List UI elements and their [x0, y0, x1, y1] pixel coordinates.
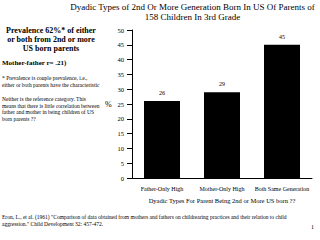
svg-text:45: 45: [118, 41, 125, 48]
svg-text:%: %: [105, 100, 112, 109]
svg-text:5: 5: [121, 160, 124, 167]
svg-text:Dyadic Types For Parent Being: Dyadic Types For Parent Being 2nd or Mor…: [149, 197, 296, 204]
svg-text:0: 0: [121, 175, 124, 182]
html-text:* Prevalence is couple prevale: * Prevalence is couple prevalence, i.e.,…: [2, 75, 100, 88]
svg-text:Father-Only High: Father-Only High: [141, 186, 184, 192]
html-text:Prevalence 62%* of either or b: Prevalence 62%* of either or both from 2…: [6, 26, 96, 53]
svg-text:10: 10: [118, 145, 125, 152]
svg-text:30: 30: [118, 86, 125, 93]
svg-text:Both Same Generation: Both Same Generation: [255, 186, 310, 192]
svg-text:35: 35: [118, 71, 125, 78]
html-text:1: 1: [311, 224, 314, 230]
svg-text:50: 50: [118, 27, 125, 34]
svg-text:20: 20: [118, 115, 125, 122]
html-text:Dyadic Types of 2nd Or More Ge: Dyadic Types of 2nd Or More Generation B…: [70, 2, 315, 22]
svg-text:45: 45: [279, 34, 285, 40]
svg-text:Mother-Only High: Mother-Only High: [199, 186, 244, 192]
html-text:Mother-father r= .21): Mother-father r= .21): [2, 59, 67, 67]
svg-text:29: 29: [219, 81, 225, 87]
svg-text:40: 40: [118, 56, 125, 63]
html-text:Neither is the reference categ: Neither is the reference category. This …: [2, 96, 100, 122]
svg-text:25: 25: [118, 101, 125, 108]
svg-text:15: 15: [118, 130, 125, 137]
html-text:Eron, L., et al. (1961) "Compa: Eron, L., et al. (1961) "Comparison of d…: [2, 214, 287, 227]
svg-text:26: 26: [159, 90, 165, 96]
